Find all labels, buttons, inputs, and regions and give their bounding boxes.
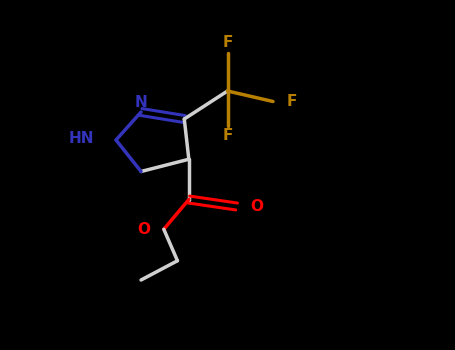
Text: F: F [222,35,233,50]
Text: HN: HN [69,131,94,146]
Text: O: O [137,222,150,237]
Text: N: N [135,95,147,110]
Text: F: F [287,94,297,109]
Text: O: O [250,199,263,214]
Text: F: F [222,128,233,143]
